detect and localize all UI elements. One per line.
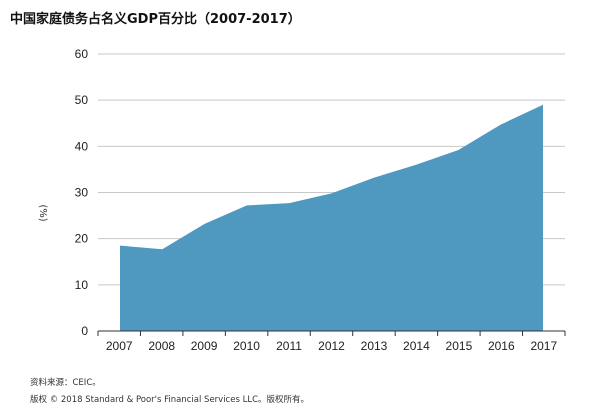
area-series-fill bbox=[120, 104, 543, 331]
chart-title: 中国家庭债务占名义GDP百分比（2007-2017） bbox=[10, 12, 301, 27]
y-tick-label: 30 bbox=[75, 186, 89, 200]
y-tick-labels: 0 10 20 30 40 50 60 bbox=[75, 47, 89, 338]
y-tick-label: 60 bbox=[75, 47, 89, 61]
x-tick-labels: 2007 2008 2009 2010 2011 2012 2013 2014 2015 2016… bbox=[106, 339, 558, 353]
x-tick-label: 2007 bbox=[106, 339, 133, 353]
x-tick-label: 2012 bbox=[318, 339, 345, 353]
axes bbox=[97, 330, 566, 336]
x-tick-label: 2013 bbox=[361, 339, 388, 353]
copyright-note: 版权 © 2018 Standard & Poor's Financial Se… bbox=[30, 395, 309, 405]
source-note: 资料来源：CEIC。 bbox=[30, 378, 101, 388]
y-axis-label: (%) bbox=[37, 204, 48, 221]
x-tick-label: 2017 bbox=[530, 339, 557, 353]
x-tick-label: 2010 bbox=[233, 339, 260, 353]
x-tick-label: 2016 bbox=[488, 339, 515, 353]
x-tick-label: 2011 bbox=[276, 339, 302, 353]
area-series bbox=[119, 104, 544, 331]
x-tick-label: 2009 bbox=[191, 339, 218, 353]
y-tick-label: 40 bbox=[75, 139, 89, 153]
y-tick-label: 50 bbox=[75, 93, 89, 107]
x-tick-label: 2008 bbox=[148, 339, 175, 353]
y-tick-label: 0 bbox=[81, 324, 88, 338]
x-tick-label: 2015 bbox=[446, 339, 473, 353]
y-tick-label: 10 bbox=[75, 278, 89, 292]
y-tick-label: 20 bbox=[75, 232, 89, 246]
x-tick-label: 2014 bbox=[403, 339, 430, 353]
